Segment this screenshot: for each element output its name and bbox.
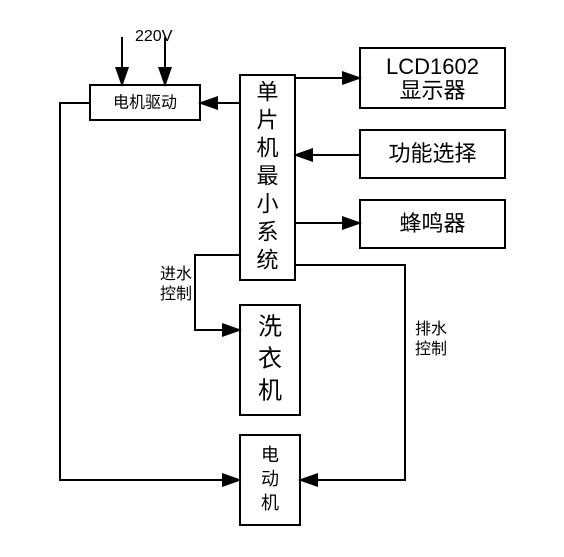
- motor-label-ch2: 机: [261, 493, 279, 513]
- motor-label-ch0: 电: [261, 445, 279, 465]
- inlet-label-1: 进水: [160, 265, 192, 283]
- drain-label-1: 排水: [415, 320, 447, 338]
- washing-machine-label-ch2: 机: [258, 377, 282, 404]
- washing-machine-label-ch0: 洗: [258, 313, 282, 340]
- func-select-label: 功能选择: [388, 141, 476, 166]
- mcu-label-ch6: 统: [256, 247, 278, 272]
- lcd-label-1: LCD1602: [386, 54, 479, 79]
- drain-label-2: 控制: [415, 340, 447, 358]
- mcu-label-ch4: 小: [256, 191, 278, 216]
- motor-driver-label: 电机驱动: [113, 94, 177, 112]
- washing-machine-label-ch1: 衣: [258, 345, 282, 372]
- voltage-label: 220V: [135, 28, 173, 45]
- motor-label-ch1: 动: [261, 469, 279, 489]
- mcu-label-ch0: 单: [256, 79, 278, 104]
- mcu-label-ch2: 机: [256, 135, 278, 160]
- mcu-label-ch1: 片: [256, 107, 278, 132]
- inlet-label-2: 控制: [160, 285, 192, 303]
- mcu-label-ch3: 最: [256, 163, 278, 188]
- buzzer-label: 蜂鸣器: [399, 211, 465, 236]
- lcd-label-2: 显示器: [399, 78, 465, 103]
- block-diagram: 电机驱动单片机最小系统LCD1602显示器功能选择蜂鸣器洗衣机电动机220V进水…: [0, 0, 564, 557]
- inlet-control-arrow: [195, 255, 240, 330]
- driver-to-motor-arrow: [60, 103, 240, 480]
- mcu-label-ch5: 系: [256, 219, 278, 244]
- drain-control-arrow: [295, 265, 405, 480]
